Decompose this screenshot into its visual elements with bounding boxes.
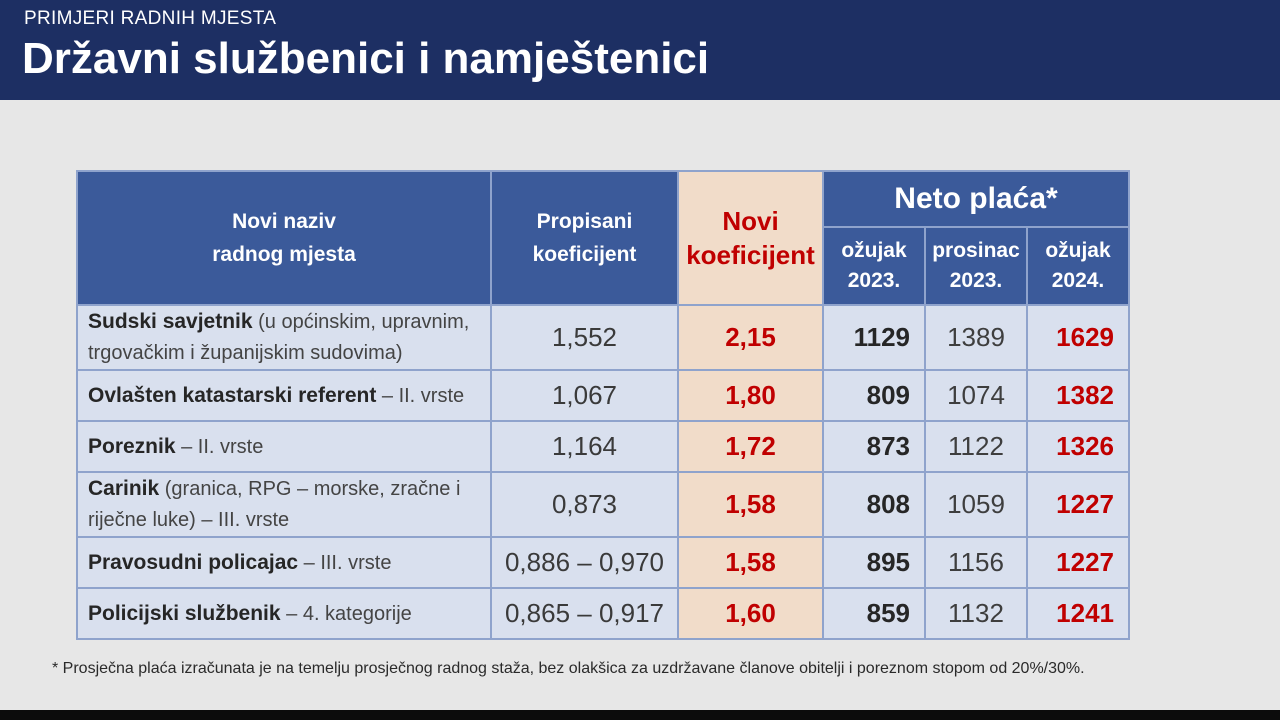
salary-december-2023: 1059 — [924, 471, 1028, 538]
new-coefficient: 1,72 — [677, 420, 824, 473]
bottom-bar — [0, 710, 1280, 720]
job-name-detail: – II. vrste — [376, 384, 465, 407]
salary-march-2024: 1629 — [1026, 304, 1130, 371]
salary-march-2024: 1326 — [1026, 420, 1130, 473]
salary-march-2023: 809 — [822, 369, 926, 422]
salary-december-2023: 1074 — [924, 369, 1028, 422]
job-name-detail: – II. vrste — [175, 435, 264, 458]
prescribed-coefficient: 1,552 — [490, 304, 679, 371]
job-name-bold: Ovlašten katastarski referent — [88, 383, 377, 407]
job-name: Policijski službenik – 4. kategorije — [76, 587, 492, 640]
salary-table: Novi naziv radnog mjesta Propisani koefi… — [76, 170, 1130, 640]
header-job-title-line1: Novi naziv — [232, 210, 336, 233]
slide-title: Državni službenici i namještenici — [22, 34, 710, 83]
salary-december-2023: 1389 — [924, 304, 1028, 371]
header-prescribed-line1: Propisani — [536, 210, 633, 233]
job-name-bold: Poreznik — [88, 434, 176, 458]
new-coefficient: 1,60 — [677, 587, 824, 640]
salary-march-2024: 1227 — [1026, 471, 1130, 538]
prescribed-coefficient: 1,067 — [490, 369, 679, 422]
salary-december-2023: 1122 — [924, 420, 1028, 473]
header-march-2024-month: ožujak — [1045, 239, 1111, 262]
salary-march-2024: 1227 — [1026, 536, 1130, 589]
table-row: Poreznik – II. vrste 1,164 1,72 873 1122… — [76, 420, 1130, 473]
header-prescribed-line2: koeficijent — [532, 243, 637, 266]
salary-december-2023: 1156 — [924, 536, 1028, 589]
job-name-detail: – III. vrste — [298, 551, 392, 574]
header-new-line1: Novi — [722, 206, 779, 236]
job-name-detail: (granica, RPG – morske, zračne i riječne… — [88, 478, 461, 531]
job-name: Poreznik – II. vrste — [76, 420, 492, 473]
job-name-bold: Sudski savjetnik — [88, 310, 253, 333]
job-name: Ovlašten katastarski referent – II. vrst… — [76, 369, 492, 422]
job-name-detail: (u općinskim, upravnim, trgovačkim i žup… — [88, 311, 470, 364]
header-march-2023: ožujak 2023. — [822, 226, 926, 306]
header-december-2023: prosinac 2023. — [924, 226, 1028, 306]
slide-header: PRIMJERI RADNIH MJESTA Državni službenic… — [0, 0, 1280, 100]
header-new-coefficient: Novi koeficijent — [677, 170, 824, 306]
job-name-bold: Pravosudni policajac — [88, 550, 299, 574]
prescribed-coefficient: 0,865 – 0,917 — [490, 587, 679, 640]
salary-march-2023: 873 — [822, 420, 926, 473]
header-december-2023-month: prosinac — [932, 239, 1020, 262]
footnote: * Prosječna plaća izračunata je na temel… — [52, 660, 1085, 677]
table-row: Pravosudni policajac – III. vrste 0,886 … — [76, 536, 1130, 589]
job-name-detail: – 4. kategorije — [280, 602, 412, 625]
salary-march-2023: 1129 — [822, 304, 926, 371]
salary-march-2023: 808 — [822, 471, 926, 538]
job-name: Carinik (granica, RPG – morske, zračne i… — [76, 471, 492, 538]
header-december-2023-year: 2023. — [949, 269, 1003, 292]
new-coefficient: 1,80 — [677, 369, 824, 422]
header-march-2024: ožujak 2024. — [1026, 226, 1130, 306]
new-coefficient: 1,58 — [677, 536, 824, 589]
salary-december-2023: 1132 — [924, 587, 1028, 640]
header-job-title-line2: radnog mjesta — [212, 243, 356, 266]
header-net-salary: Neto plaća* — [822, 170, 1130, 228]
table-row: Policijski službenik – 4. kategorije 0,8… — [76, 587, 1130, 640]
slide-subtitle: PRIMJERI RADNIH MJESTA — [24, 8, 277, 29]
new-coefficient: 2,15 — [677, 304, 824, 371]
job-name: Sudski savjetnik (u općinskim, upravnim,… — [76, 304, 492, 371]
salary-march-2024: 1241 — [1026, 587, 1130, 640]
prescribed-coefficient: 0,873 — [490, 471, 679, 538]
salary-march-2023: 859 — [822, 587, 926, 640]
header-march-2023-year: 2023. — [847, 269, 901, 292]
header-job-title: Novi naziv radnog mjesta — [76, 170, 492, 306]
header-march-2023-month: ožujak — [841, 239, 907, 262]
prescribed-coefficient: 0,886 – 0,970 — [490, 536, 679, 589]
new-coefficient: 1,58 — [677, 471, 824, 538]
header-prescribed-coefficient: Propisani koeficijent — [490, 170, 679, 306]
job-name-bold: Policijski službenik — [88, 601, 281, 625]
table-row: Carinik (granica, RPG – morske, zračne i… — [76, 471, 1130, 538]
job-name: Pravosudni policajac – III. vrste — [76, 536, 492, 589]
table-row: Sudski savjetnik (u općinskim, upravnim,… — [76, 304, 1130, 371]
salary-march-2024: 1382 — [1026, 369, 1130, 422]
salary-march-2023: 895 — [822, 536, 926, 589]
header-march-2024-year: 2024. — [1051, 269, 1105, 292]
prescribed-coefficient: 1,164 — [490, 420, 679, 473]
table-row: Ovlašten katastarski referent – II. vrst… — [76, 369, 1130, 422]
header-new-line2: koeficijent — [686, 240, 815, 270]
job-name-bold: Carinik — [88, 477, 160, 500]
